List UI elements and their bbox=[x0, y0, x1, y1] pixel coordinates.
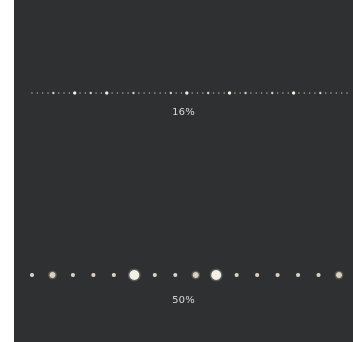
star-dot bbox=[95, 92, 97, 94]
star-dot bbox=[196, 92, 199, 94]
star-dot bbox=[111, 273, 116, 277]
star-dot bbox=[292, 91, 296, 95]
star-dot bbox=[334, 270, 344, 280]
star-dot bbox=[48, 270, 57, 280]
star-dot bbox=[173, 273, 178, 277]
star-dot bbox=[63, 92, 65, 94]
star-dot bbox=[335, 92, 338, 94]
star-dot bbox=[31, 92, 33, 94]
star-dot bbox=[239, 92, 242, 94]
star-dot bbox=[159, 92, 161, 94]
star-dot bbox=[73, 91, 77, 95]
star-dot bbox=[52, 91, 55, 95]
star-dot bbox=[209, 268, 223, 282]
star-dot bbox=[30, 273, 34, 277]
star-dot bbox=[275, 273, 280, 277]
star-dot bbox=[202, 92, 204, 94]
star-dot bbox=[70, 273, 75, 277]
star-dot bbox=[314, 92, 316, 94]
star-dot bbox=[132, 91, 135, 95]
star-strip-50-graphic bbox=[30, 268, 344, 282]
star-dot bbox=[340, 92, 343, 94]
star-dot bbox=[91, 273, 96, 277]
star-dot bbox=[271, 91, 274, 95]
star-dot bbox=[153, 92, 156, 94]
star-dot bbox=[255, 273, 260, 277]
star-dot bbox=[152, 273, 157, 277]
star-dot bbox=[169, 91, 173, 95]
star-dot bbox=[185, 91, 189, 95]
zoom-label-16: 16% bbox=[172, 107, 195, 118]
star-dot bbox=[100, 92, 103, 94]
star-dot bbox=[308, 92, 311, 94]
star-dot bbox=[319, 91, 322, 95]
star-dot bbox=[244, 91, 247, 95]
star-dot bbox=[116, 92, 119, 94]
star-dot bbox=[212, 92, 215, 94]
star-dot bbox=[266, 92, 268, 94]
star-dot bbox=[127, 268, 141, 282]
zoom-label-50: 50% bbox=[172, 295, 195, 306]
star-dot bbox=[227, 91, 232, 95]
star-dot bbox=[143, 92, 145, 94]
star-dot bbox=[175, 92, 177, 94]
star-dot bbox=[287, 92, 290, 94]
star-dot bbox=[36, 92, 39, 94]
star-strip-16 bbox=[14, 86, 353, 100]
star-dot bbox=[164, 92, 167, 94]
star-dot bbox=[84, 92, 87, 94]
star-dot bbox=[121, 92, 124, 94]
star-dot bbox=[260, 92, 263, 94]
star-dot bbox=[47, 92, 49, 94]
star-dot bbox=[255, 92, 258, 94]
star-dot bbox=[206, 91, 210, 95]
star-dot bbox=[316, 273, 321, 277]
star-dot bbox=[282, 92, 284, 94]
star-dot bbox=[89, 91, 92, 95]
star-dot bbox=[223, 92, 226, 94]
star-dot bbox=[105, 91, 109, 95]
star-dot bbox=[180, 92, 183, 94]
star-dot bbox=[218, 92, 220, 94]
star-dot bbox=[191, 92, 193, 94]
star-dot bbox=[298, 92, 300, 94]
star-dot bbox=[137, 92, 140, 94]
star-dot bbox=[324, 92, 327, 94]
star-dot bbox=[191, 270, 201, 280]
star-dot bbox=[57, 92, 60, 94]
star-dot bbox=[148, 92, 151, 94]
star-dot bbox=[296, 273, 301, 277]
star-dot bbox=[127, 92, 129, 94]
star-dot bbox=[68, 92, 71, 94]
star-dot bbox=[234, 273, 239, 277]
star-dot bbox=[234, 92, 236, 94]
star-strip-50 bbox=[14, 263, 353, 287]
star-dot bbox=[276, 92, 279, 94]
star-dot bbox=[346, 92, 348, 94]
star-dot bbox=[111, 92, 113, 94]
star-dot bbox=[79, 92, 81, 94]
star-dot bbox=[303, 92, 306, 94]
star-strip-16-graphic bbox=[31, 91, 348, 95]
star-dot bbox=[250, 92, 252, 94]
preview-canvas bbox=[14, 0, 353, 342]
star-dot bbox=[330, 92, 332, 94]
star-dot bbox=[41, 92, 44, 94]
